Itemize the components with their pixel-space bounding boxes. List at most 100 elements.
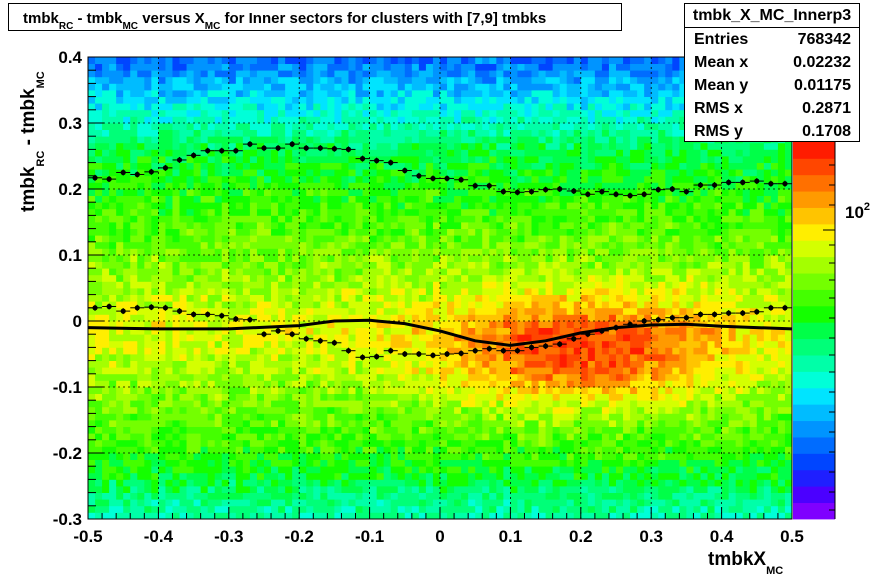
heatmap-cell xyxy=(299,261,307,269)
heatmap-cell xyxy=(531,360,539,368)
heatmap-cell xyxy=(214,175,223,183)
heatmap-cell xyxy=(369,162,378,170)
heatmap-cell xyxy=(228,70,237,78)
heatmap-cell xyxy=(179,175,187,183)
heatmap-cell xyxy=(404,195,413,203)
heatmap-cell xyxy=(496,83,504,91)
heatmap-cell xyxy=(313,453,321,460)
heatmap-cell xyxy=(137,340,145,348)
heatmap-cell xyxy=(376,123,385,130)
heatmap-cell xyxy=(418,175,427,183)
heatmap-cell xyxy=(524,288,532,295)
heatmap-cell xyxy=(362,400,370,408)
heatmap-cell xyxy=(109,472,117,480)
heatmap-cell xyxy=(454,274,462,282)
heatmap-cell xyxy=(137,208,145,216)
heatmap-cell xyxy=(292,393,300,401)
heatmap-cell xyxy=(425,182,434,190)
heatmap-cell xyxy=(510,129,518,137)
heatmap-cell xyxy=(186,492,194,500)
heatmap-cell xyxy=(404,268,413,276)
heatmap-cell xyxy=(242,76,251,84)
heatmap-cell xyxy=(207,334,216,342)
heatmap-cell xyxy=(179,136,187,144)
heatmap-cell xyxy=(306,255,314,262)
heatmap-cell xyxy=(249,294,258,302)
heatmap-cell xyxy=(221,182,230,190)
heatmap-cell xyxy=(228,387,237,394)
heatmap-cell xyxy=(531,281,539,289)
heatmap-cell xyxy=(285,235,293,243)
heatmap-cell xyxy=(130,182,138,190)
heatmap-cell xyxy=(552,162,561,170)
heatmap-cell xyxy=(144,241,152,249)
heatmap-cell xyxy=(362,426,370,434)
heatmap-cell xyxy=(130,136,138,144)
heatmap-cell xyxy=(200,90,209,97)
heatmap-cell xyxy=(299,156,307,163)
heatmap-cell xyxy=(510,255,518,262)
heatmap-cell xyxy=(489,499,497,507)
heatmap-cell xyxy=(566,248,575,256)
heatmap-cell xyxy=(397,367,406,375)
heatmap-cell xyxy=(418,314,427,322)
heatmap-cell xyxy=(531,76,539,84)
heatmap-cell xyxy=(390,459,399,467)
heatmap-cell xyxy=(172,294,180,302)
heatmap-cell xyxy=(447,426,455,434)
heatmap-cell xyxy=(299,387,307,394)
heatmap-cell xyxy=(524,215,532,223)
heatmap-cell xyxy=(299,142,307,150)
heatmap-cell xyxy=(566,340,575,348)
heatmap-cell xyxy=(397,255,406,262)
heatmap-cell xyxy=(88,149,96,157)
heatmap-cell xyxy=(447,90,455,97)
heatmap-cell xyxy=(376,492,385,500)
heatmap-cell xyxy=(404,340,413,348)
heatmap-cell xyxy=(468,512,476,520)
heatmap-cell xyxy=(397,446,406,454)
heatmap-cell xyxy=(341,109,349,117)
heatmap-cell xyxy=(566,149,575,157)
heatmap-cell xyxy=(489,90,497,97)
heatmap-cell xyxy=(144,446,152,454)
heatmap-cell xyxy=(369,123,378,130)
heatmap-cell xyxy=(292,189,300,196)
heatmap-cell xyxy=(397,228,406,236)
heatmap-cell xyxy=(524,294,532,302)
heatmap-cell xyxy=(292,241,300,249)
heatmap-cell xyxy=(102,499,110,507)
heatmap-cell xyxy=(432,466,441,474)
heatmap-cell xyxy=(235,413,244,421)
heatmap-cell xyxy=(264,505,272,513)
heatmap-cell xyxy=(432,76,441,84)
heatmap-cell xyxy=(489,228,497,236)
heatmap-cell xyxy=(383,387,392,394)
heatmap-cell xyxy=(172,334,180,342)
heatmap-cell xyxy=(172,439,180,447)
heatmap-cell xyxy=(468,439,476,447)
heatmap-cell xyxy=(538,453,546,460)
heatmap-cell xyxy=(200,453,209,460)
heatmap-cell xyxy=(179,472,187,480)
heatmap-cell xyxy=(88,228,96,236)
heatmap-cell xyxy=(123,321,131,328)
heatmap-cell xyxy=(355,400,363,408)
heatmap-cell xyxy=(278,261,286,269)
heatmap-cell xyxy=(454,268,462,276)
heatmap-cell xyxy=(411,307,420,315)
heatmap-cell xyxy=(242,347,251,355)
heatmap-cell xyxy=(369,499,378,507)
heatmap-cell xyxy=(313,472,321,480)
heatmap-cell xyxy=(411,90,420,97)
heatmap-cell xyxy=(418,136,427,144)
heatmap-cell xyxy=(186,235,194,243)
heatmap-cell xyxy=(524,426,532,434)
heatmap-cell xyxy=(200,169,209,177)
heatmap-cell xyxy=(235,228,244,236)
heatmap-cell xyxy=(327,307,335,315)
heatmap-cell xyxy=(369,156,378,163)
heatmap-cell xyxy=(88,413,96,421)
heatmap-cell xyxy=(151,261,159,269)
heatmap-cell xyxy=(158,321,166,328)
